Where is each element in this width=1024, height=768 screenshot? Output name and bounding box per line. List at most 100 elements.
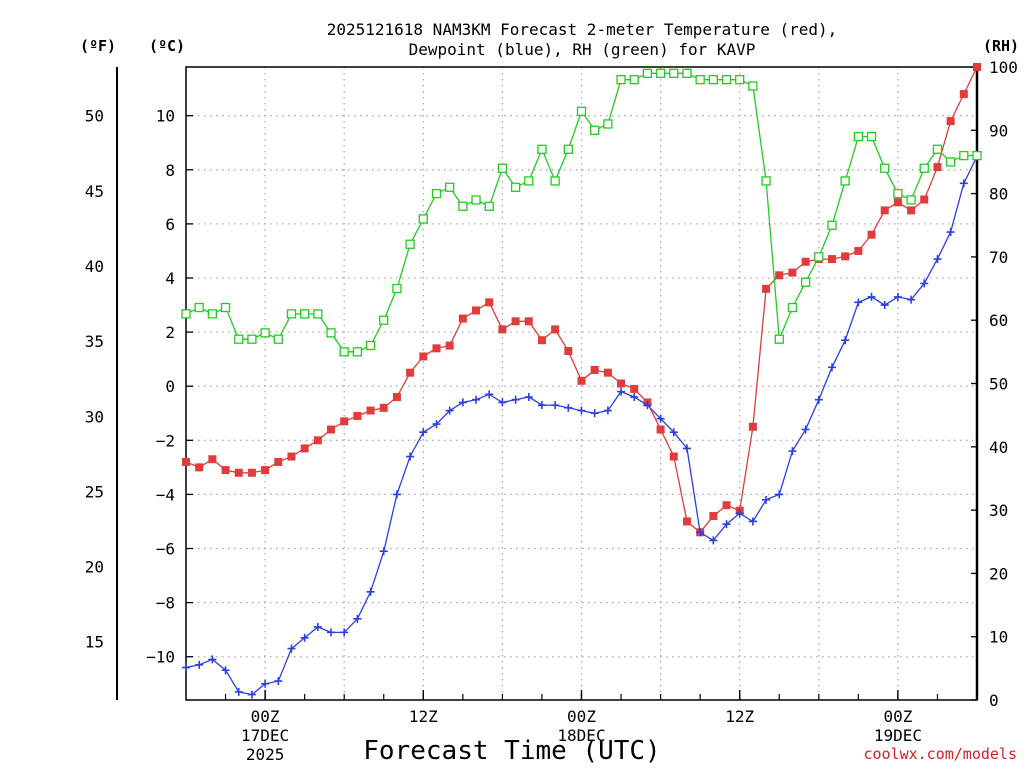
dewpoint-point — [353, 614, 362, 623]
dewpoint-point — [669, 428, 678, 437]
temperature-point — [274, 457, 283, 466]
celsius-tick-label: −4 — [156, 485, 175, 504]
rh-point — [880, 163, 890, 173]
celsius-tick-label: −2 — [156, 431, 175, 450]
x-tick-label: 00Z — [567, 707, 596, 726]
rh-point — [853, 131, 863, 142]
dewpoint-point — [709, 536, 718, 545]
temperature-point — [472, 306, 481, 315]
temperature-point — [432, 344, 441, 353]
fahrenheit-tick-label: 35 — [85, 332, 104, 351]
chart-title-line2: Dewpoint (blue), RH (green) for KAVP — [409, 40, 756, 59]
x-tick-label: 00Z — [883, 707, 912, 726]
dewpoint-point — [643, 401, 652, 410]
rh-point — [669, 68, 679, 78]
rh-point — [576, 106, 587, 116]
dewpoint-point — [696, 528, 705, 537]
temperature-point — [485, 298, 494, 307]
dewpoint-point — [221, 666, 230, 675]
rh-point — [392, 283, 402, 294]
dewpoint-point — [234, 687, 243, 696]
dewpoint-point — [735, 509, 744, 518]
dewpoint-point — [300, 633, 309, 642]
temperature-point — [247, 468, 256, 477]
rh-point — [537, 144, 547, 154]
rh-point — [563, 144, 573, 154]
x-tick-date: 19DEC — [874, 726, 922, 745]
dewpoint-point — [590, 409, 599, 418]
temperature-point — [827, 255, 836, 264]
temperature-point — [313, 436, 322, 445]
temperature-point — [669, 452, 678, 461]
fahrenheit-tick-label: 50 — [85, 107, 104, 126]
temperature-point — [656, 425, 665, 434]
celsius-tick-label: 8 — [165, 161, 175, 180]
temperature-point — [880, 206, 889, 215]
dewpoint-point — [445, 406, 454, 415]
axes: −10−8−6−4−202468101520253035404550010203… — [85, 58, 1018, 764]
dewpoint-point — [801, 425, 810, 434]
temperature-point — [907, 206, 916, 215]
temperature-point — [603, 368, 612, 377]
dewpoint-point — [682, 444, 691, 453]
temperature-point — [959, 90, 968, 99]
rh-point — [273, 334, 283, 344]
celsius-tick-label: −6 — [156, 540, 175, 559]
rh-point — [471, 195, 481, 205]
dewpoint-point — [722, 520, 731, 529]
x-tick-date: 18DEC — [557, 726, 605, 745]
rh-point — [642, 68, 653, 78]
rh-point — [590, 125, 600, 135]
rh-point — [616, 75, 626, 85]
rh-point — [497, 163, 508, 173]
rh-point — [866, 131, 877, 142]
dewpoint-point — [880, 301, 889, 310]
fahrenheit-tick-label: 45 — [85, 182, 104, 201]
rh-tick-label: 90 — [989, 121, 1008, 140]
temperature-point — [353, 411, 362, 420]
celsius-tick-label: −10 — [146, 648, 175, 667]
dewpoint-point — [841, 336, 850, 345]
rh-point — [945, 157, 956, 167]
rh-point — [800, 277, 811, 287]
dewpoint-point — [827, 363, 836, 372]
temperature-point — [867, 230, 876, 239]
dewpoint-point — [959, 179, 968, 188]
temperature-point — [419, 352, 428, 361]
temperature-point — [445, 341, 454, 350]
rh-point — [735, 75, 745, 85]
rh-tick-label: 10 — [989, 628, 1008, 647]
temperature-point — [630, 384, 639, 393]
temperature-point — [682, 517, 691, 526]
temperature-point — [564, 347, 573, 356]
rh-tick-label: 30 — [989, 501, 1008, 520]
dewpoint-point — [392, 490, 401, 499]
rh-point — [418, 214, 428, 224]
rh-tick-label: 60 — [989, 311, 1008, 330]
rh-point — [629, 75, 639, 85]
rh-point — [458, 201, 468, 211]
temperature-point — [182, 457, 190, 466]
rh-point — [814, 252, 824, 262]
dewpoint-point — [419, 428, 428, 437]
celsius-axis-unit: (ºC) — [149, 37, 185, 55]
dewpoint-point — [933, 255, 942, 264]
x-tick-label: 12Z — [409, 707, 438, 726]
dewpoint-point — [946, 228, 955, 237]
dewpoint-point — [247, 690, 256, 699]
dewpoint-point — [195, 660, 204, 669]
rh-tick-label: 50 — [989, 375, 1008, 394]
rh-point — [313, 309, 323, 319]
fahrenheit-tick-label: 40 — [85, 257, 104, 276]
rh-point — [247, 334, 257, 344]
dewpoint-point — [366, 587, 375, 596]
dewpoint-point — [432, 420, 441, 429]
rh-tick-label: 70 — [989, 248, 1008, 267]
x-axis-title: Forecast Time (UTC) — [363, 736, 660, 766]
rh-point — [932, 144, 943, 154]
dewpoint-point — [788, 447, 797, 456]
dewpoint-point — [920, 279, 929, 288]
rh-point — [379, 315, 389, 325]
temperature-point — [537, 336, 546, 345]
rh-tick-label: 40 — [989, 438, 1008, 457]
